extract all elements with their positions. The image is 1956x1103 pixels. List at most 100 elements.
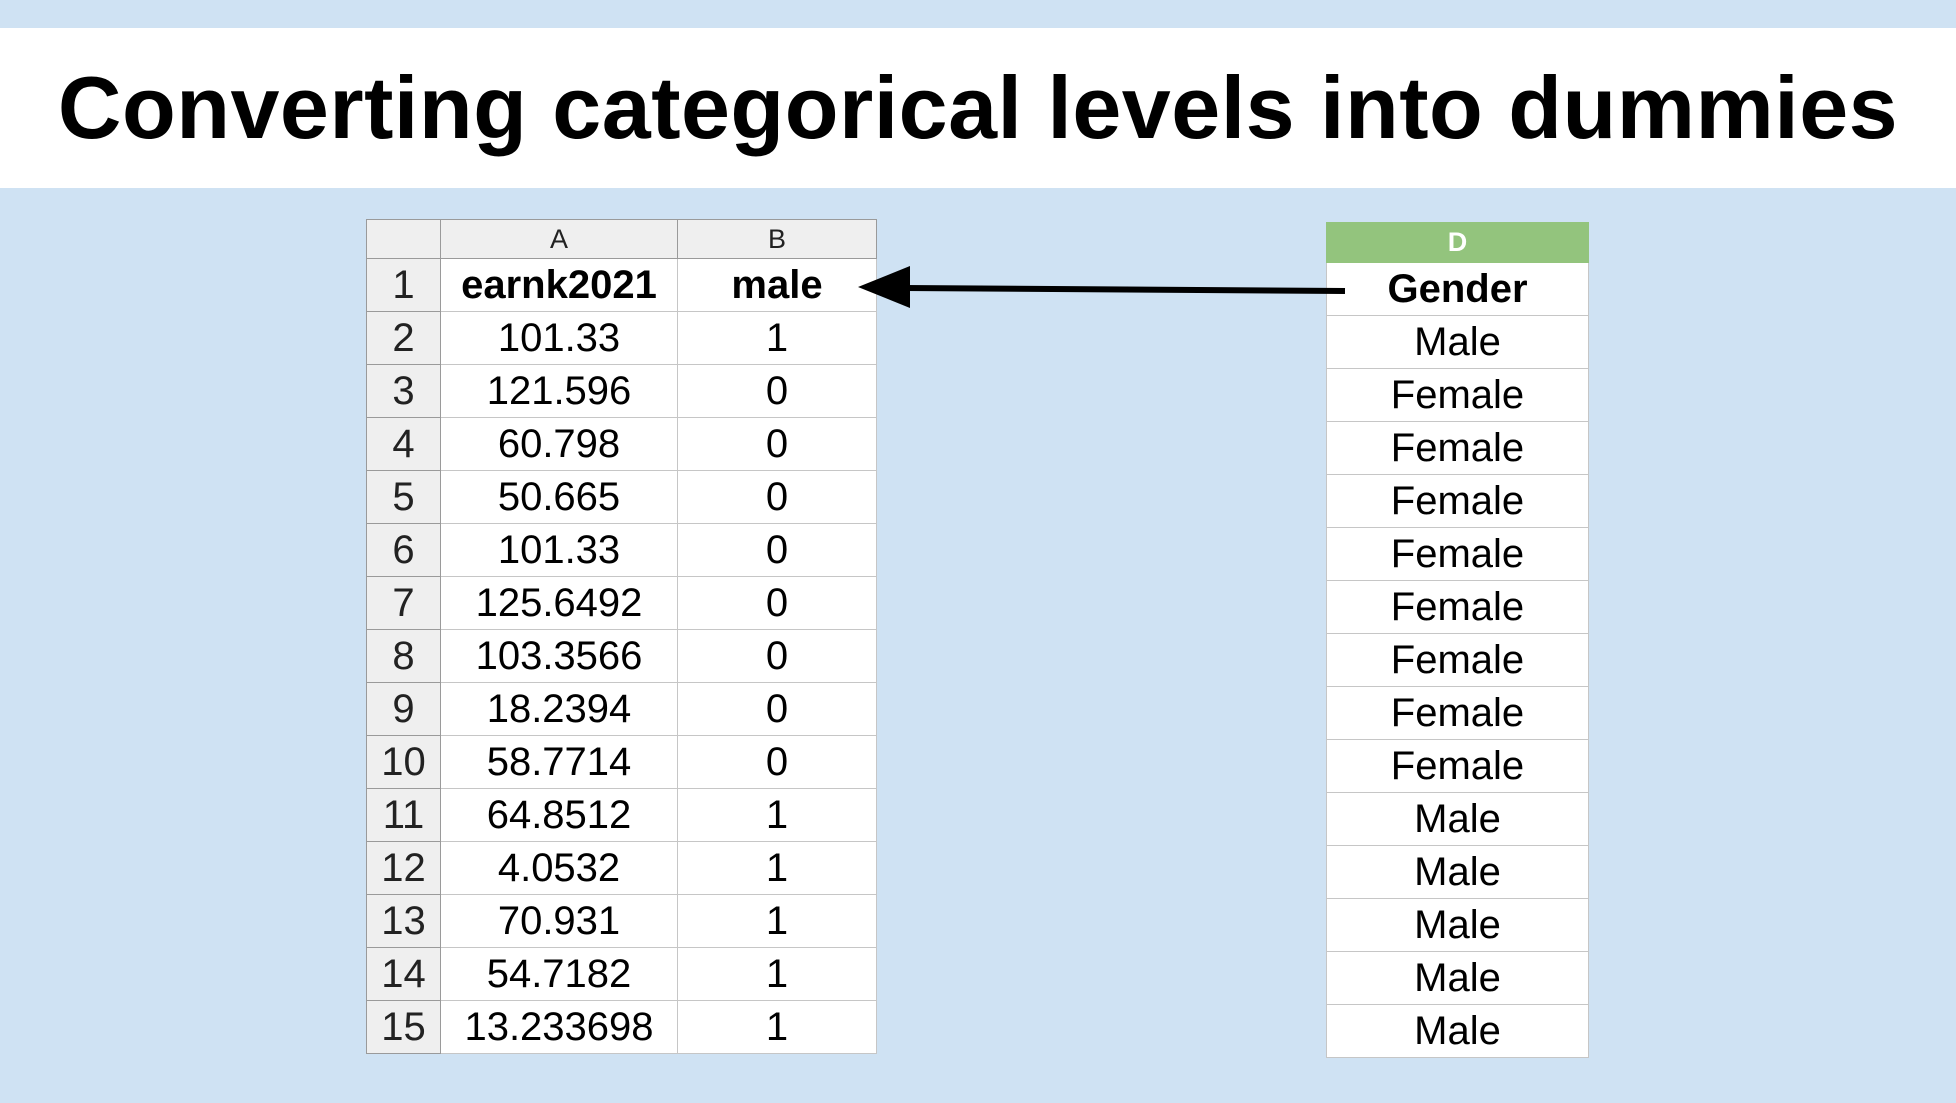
row-header[interactable]: 1 [366,258,441,312]
cell-b[interactable]: 0 [677,417,877,471]
table-row: Female [1326,527,1589,581]
column-header-d[interactable]: D [1326,222,1589,263]
table-row: 11 64.8512 1 [366,788,877,842]
cell-b[interactable]: 0 [677,735,877,789]
row-header[interactable]: 3 [366,364,441,418]
row-header[interactable]: 2 [366,311,441,365]
cell-a[interactable]: 54.7182 [440,947,678,1001]
cell-a[interactable]: 125.6492 [440,576,678,630]
table-row: 13 70.931 1 [366,894,877,948]
cell-d[interactable]: Male [1326,315,1589,369]
column-header-row: A B [366,219,877,259]
cell-b[interactable]: 1 [677,1000,877,1054]
row-header[interactable]: 4 [366,417,441,471]
cell-d[interactable]: Female [1326,686,1589,740]
cell-a[interactable]: 50.665 [440,470,678,524]
cell-d[interactable]: Female [1326,527,1589,581]
cell-a[interactable]: 13.233698 [440,1000,678,1054]
cell-a[interactable]: 4.0532 [440,841,678,895]
cell-b[interactable]: 0 [677,364,877,418]
title-band: Converting categorical levels into dummi… [0,28,1956,188]
row-header[interactable]: 13 [366,894,441,948]
table-row: 9 18.2394 0 [366,682,877,736]
cell-d[interactable]: Female [1326,421,1589,475]
table-row: Male [1326,315,1589,369]
table-row: Female [1326,368,1589,422]
row-header[interactable]: 5 [366,470,441,524]
cell-d[interactable]: Female [1326,368,1589,422]
table-row: Female [1326,739,1589,793]
cell-a[interactable]: 58.7714 [440,735,678,789]
table-row: Male [1326,1004,1589,1058]
table-row: Male [1326,898,1589,952]
cell-a[interactable]: 70.931 [440,894,678,948]
cell-d[interactable]: Female [1326,633,1589,687]
cell-b[interactable]: 1 [677,841,877,895]
cell-d[interactable]: Female [1326,474,1589,528]
table-row: 4 60.798 0 [366,417,877,471]
cell-d[interactable]: Male [1326,1004,1589,1058]
row-header[interactable]: 7 [366,576,441,630]
cell-a[interactable]: 101.33 [440,523,678,577]
table-row: 1 earnk2021 male [366,258,877,312]
cell-d[interactable]: Male [1326,845,1589,899]
cell-b[interactable]: 1 [677,947,877,1001]
cell-d[interactable]: Female [1326,739,1589,793]
row-header[interactable]: 11 [366,788,441,842]
row-header[interactable]: 6 [366,523,441,577]
table-row: Female [1326,633,1589,687]
table-row: Male [1326,845,1589,899]
table-row: Female [1326,686,1589,740]
row-header[interactable]: 14 [366,947,441,1001]
table-row: Female [1326,474,1589,528]
column-header-row: D [1326,222,1589,263]
table-row: Male [1326,792,1589,846]
cell-b[interactable]: 0 [677,629,877,683]
cell-b[interactable]: 0 [677,470,877,524]
cell-a[interactable]: 60.798 [440,417,678,471]
cell-b[interactable]: 1 [677,311,877,365]
cell-b[interactable]: 0 [677,523,877,577]
table-row: 2 101.33 1 [366,311,877,365]
cell-a[interactable]: 64.8512 [440,788,678,842]
cell-b[interactable]: 1 [677,788,877,842]
page-title: Converting categorical levels into dummi… [57,58,1899,157]
cell-a[interactable]: 101.33 [440,311,678,365]
right-spreadsheet: D Gender Male Female Female Female Female Fema… [1326,222,1589,1058]
cell-a[interactable]: 18.2394 [440,682,678,736]
table-row: 7 125.6492 0 [366,576,877,630]
cell-a[interactable]: earnk2021 [440,258,678,312]
cell-a[interactable]: 121.596 [440,364,678,418]
cell-b[interactable]: 0 [677,682,877,736]
row-header[interactable]: 9 [366,682,441,736]
table-row: 8 103.3566 0 [366,629,877,683]
corner-cell[interactable] [366,219,441,259]
cell-d[interactable]: Gender [1326,262,1589,316]
cell-d[interactable]: Female [1326,580,1589,634]
cell-b[interactable]: 1 [677,894,877,948]
cell-a[interactable]: 103.3566 [440,629,678,683]
row-header[interactable]: 10 [366,735,441,789]
table-row: 15 13.233698 1 [366,1000,877,1054]
row-header[interactable]: 12 [366,841,441,895]
column-header-a[interactable]: A [440,219,678,259]
table-row: 6 101.33 0 [366,523,877,577]
table-row: 14 54.7182 1 [366,947,877,1001]
column-header-b[interactable]: B [677,219,877,259]
cell-d[interactable]: Male [1326,951,1589,1005]
table-row: Male [1326,951,1589,1005]
cell-b[interactable]: 0 [677,576,877,630]
cell-b[interactable]: male [677,258,877,312]
table-row: 3 121.596 0 [366,364,877,418]
row-header[interactable]: 15 [366,1000,441,1054]
left-spreadsheet: A B 1 earnk2021 male 2 101.33 1 3 121.596 0 4 60.7… [366,219,877,1054]
table-row: 12 4.0532 1 [366,841,877,895]
table-row: Female [1326,580,1589,634]
cell-d[interactable]: Male [1326,792,1589,846]
cell-d[interactable]: Male [1326,898,1589,952]
row-header[interactable]: 8 [366,629,441,683]
table-row: 10 58.7714 0 [366,735,877,789]
table-row: Gender [1326,262,1589,316]
table-row: 5 50.665 0 [366,470,877,524]
table-row: Female [1326,421,1589,475]
